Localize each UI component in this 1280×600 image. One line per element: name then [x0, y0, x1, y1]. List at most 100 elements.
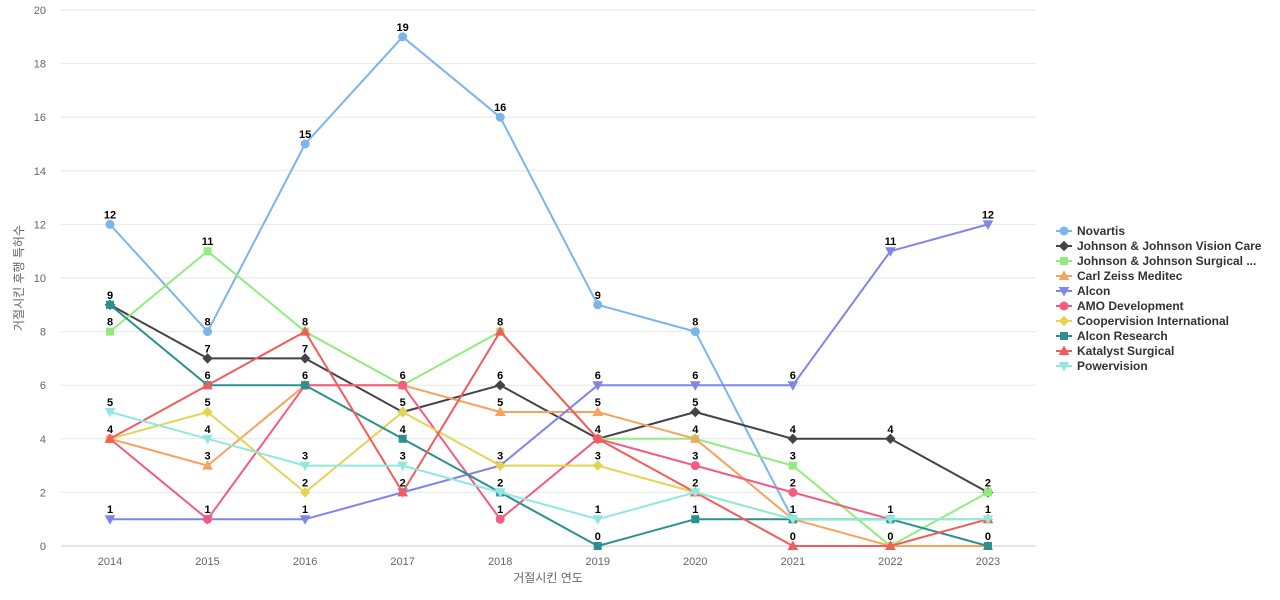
legend-marker [1059, 301, 1069, 311]
data-label: 4 [107, 424, 114, 436]
data-point[interactable] [885, 433, 896, 445]
data-label: 9 [107, 290, 113, 302]
legend-item[interactable]: AMO Development [1056, 299, 1184, 313]
data-point[interactable] [202, 460, 213, 470]
data-point[interactable] [982, 515, 994, 525]
legend-item[interactable]: Johnson & Johnson Surgical ... [1056, 254, 1256, 268]
data-point[interactable] [592, 406, 604, 416]
data-point[interactable] [299, 353, 311, 364]
data-point[interactable] [494, 379, 506, 391]
data-point[interactable] [203, 514, 213, 524]
data-point[interactable] [592, 515, 604, 525]
y-tick-label: 14 [34, 166, 46, 178]
data-point[interactable] [494, 460, 506, 471]
legend-marker [1059, 226, 1069, 236]
data-point[interactable] [299, 515, 311, 525]
legend-item[interactable]: Coopervision International [1056, 314, 1229, 328]
legend-item[interactable]: Katalyst Surgical [1056, 344, 1174, 358]
series-1 [104, 299, 994, 498]
data-point[interactable] [202, 379, 213, 390]
y-tick-label: 6 [40, 380, 46, 392]
data-label: 11 [885, 236, 897, 248]
data-point[interactable] [691, 515, 700, 524]
data-point[interactable] [494, 406, 506, 416]
data-point[interactable] [787, 381, 799, 391]
data-point[interactable] [397, 461, 409, 472]
y-tick-label: 12 [34, 219, 46, 231]
data-point[interactable] [788, 487, 798, 497]
data-label: 12 [104, 209, 116, 221]
data-point[interactable] [689, 433, 701, 443]
data-label: 2 [692, 477, 698, 489]
legend-item[interactable]: Powervision [1056, 359, 1148, 373]
data-label: 2 [497, 477, 503, 489]
legend-label: Novartis [1077, 224, 1125, 238]
data-point[interactable] [106, 300, 114, 309]
data-point[interactable] [398, 380, 408, 390]
data-point[interactable] [885, 247, 896, 257]
data-point[interactable] [202, 353, 213, 364]
data-point[interactable] [592, 381, 604, 391]
data-point[interactable] [690, 406, 701, 418]
legend-item[interactable]: Alcon Research [1056, 329, 1168, 343]
legend-item[interactable]: Johnson & Johnson Vision Care [1056, 239, 1262, 253]
data-point[interactable] [105, 219, 115, 229]
data-point[interactable] [202, 434, 213, 445]
data-point[interactable] [299, 461, 311, 472]
legend-item[interactable]: Novartis [1056, 224, 1125, 238]
data-point[interactable] [689, 488, 701, 498]
data-point[interactable] [202, 406, 213, 418]
data-label: 19 [397, 22, 409, 34]
data-point[interactable] [301, 381, 310, 390]
data-point[interactable] [494, 326, 506, 336]
data-label: 7 [302, 343, 308, 355]
data-point[interactable] [104, 433, 116, 443]
data-label: 1 [204, 504, 210, 516]
data-point[interactable] [299, 326, 311, 336]
data-point[interactable] [203, 247, 212, 256]
data-point[interactable] [593, 300, 603, 310]
data-point[interactable] [689, 381, 701, 391]
data-point[interactable] [592, 433, 604, 443]
data-point[interactable] [593, 542, 602, 550]
legend-marker [1058, 315, 1070, 327]
data-point[interactable] [397, 486, 409, 497]
data-point[interactable] [398, 32, 408, 42]
data-point[interactable] [203, 327, 213, 337]
data-point[interactable] [787, 540, 799, 550]
x-tick-label: 2019 [586, 556, 610, 568]
data-point[interactable] [104, 515, 116, 525]
legend-marker [1060, 332, 1068, 340]
data-point[interactable] [690, 461, 700, 471]
data-point[interactable] [788, 461, 797, 470]
legend-item[interactable]: Alcon [1056, 284, 1110, 298]
data-point[interactable] [398, 434, 407, 443]
data-point[interactable] [106, 327, 114, 336]
data-point[interactable] [983, 542, 992, 550]
data-point[interactable] [494, 488, 506, 498]
data-point[interactable] [690, 327, 700, 337]
data-point[interactable] [982, 220, 994, 230]
data-label: 12 [982, 209, 994, 221]
x-tick-label: 2015 [195, 556, 219, 568]
data-point[interactable] [397, 406, 408, 418]
data-point[interactable] [885, 540, 896, 550]
data-point[interactable] [787, 515, 799, 525]
x-tick-label: 2017 [390, 556, 414, 568]
data-point[interactable] [885, 515, 896, 525]
legend-item[interactable]: Carl Zeiss Meditec [1056, 269, 1183, 283]
data-point[interactable] [495, 112, 505, 122]
data-label: 1 [302, 504, 308, 516]
y-tick-label: 16 [34, 112, 46, 124]
data-label: 8 [497, 317, 503, 329]
data-point[interactable] [495, 514, 505, 524]
data-point[interactable] [983, 488, 992, 497]
data-point[interactable] [787, 433, 799, 445]
data-point[interactable] [104, 408, 116, 418]
data-point[interactable] [299, 487, 311, 498]
x-tick-label: 2022 [878, 556, 902, 568]
data-point[interactable] [300, 139, 310, 149]
data-point[interactable] [592, 460, 603, 471]
y-axis-title: 거절시킨 후행 특허수 [11, 225, 26, 331]
